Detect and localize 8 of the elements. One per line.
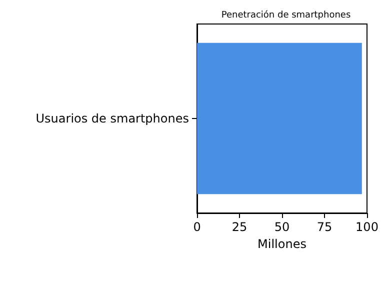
chart-title: Penetración de smartphones xyxy=(221,10,351,20)
x-tick-label: 0 xyxy=(193,220,201,234)
x-tick-label: 75 xyxy=(316,220,332,234)
y-tick-label: Usuarios de smartphones xyxy=(36,112,189,126)
x-axis-title: Millones xyxy=(258,236,306,251)
x-tick-label: 50 xyxy=(274,220,290,234)
x-tick-label: 25 xyxy=(232,220,248,234)
x-tick-label: 100 xyxy=(356,220,378,234)
